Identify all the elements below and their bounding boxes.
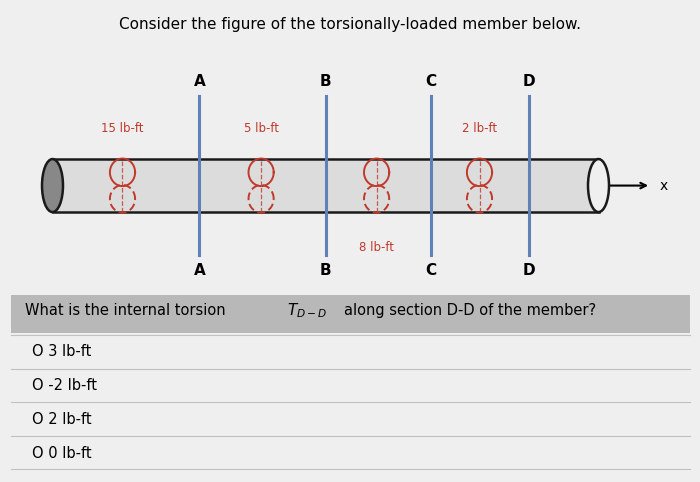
Text: Consider the figure of the torsionally-loaded member below.: Consider the figure of the torsionally-l… <box>119 17 581 32</box>
Text: 8 lb-ft: 8 lb-ft <box>359 241 394 254</box>
Text: What is the internal torsion: What is the internal torsion <box>25 303 230 319</box>
Text: 15 lb-ft: 15 lb-ft <box>102 122 144 135</box>
Bar <box>52 159 598 212</box>
Text: 2 lb-ft: 2 lb-ft <box>462 122 497 135</box>
Bar <box>10 295 690 333</box>
Text: O 0 lb-ft: O 0 lb-ft <box>32 445 91 461</box>
Ellipse shape <box>588 159 609 212</box>
Text: C: C <box>425 263 436 278</box>
Text: O 2 lb-ft: O 2 lb-ft <box>32 412 91 427</box>
Text: A: A <box>194 263 205 278</box>
Text: along section D-D of the member?: along section D-D of the member? <box>344 303 596 319</box>
Text: O 3 lb-ft: O 3 lb-ft <box>32 344 91 360</box>
Text: A: A <box>194 74 205 89</box>
Text: C: C <box>425 74 436 89</box>
Text: x: x <box>659 178 668 193</box>
Text: D: D <box>522 74 535 89</box>
Text: D: D <box>522 263 535 278</box>
Text: 5 lb-ft: 5 lb-ft <box>244 122 279 135</box>
Text: $T_{D-D}$: $T_{D-D}$ <box>287 302 328 320</box>
Ellipse shape <box>42 159 63 212</box>
Text: B: B <box>320 263 331 278</box>
Text: O -2 lb-ft: O -2 lb-ft <box>32 378 97 393</box>
Text: B: B <box>320 74 331 89</box>
